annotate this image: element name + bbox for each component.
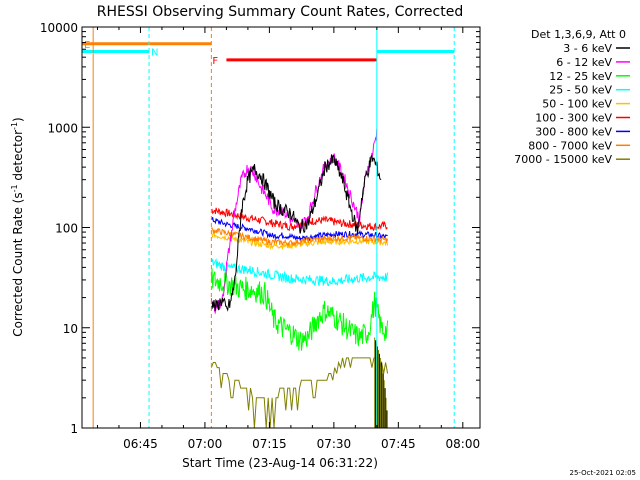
series-line-3 [210,226,389,247]
flag-label-0: E [84,40,90,51]
vline-layer [81,27,455,428]
y-tick-label-4: 10000 [40,21,78,35]
legend-label-0: 3 - 6 keV [563,42,612,55]
y-axis-label-main: Corrected Count Rate (s [11,192,25,336]
legend-label-5: 100 - 300 keV [535,112,612,125]
y-tick-label-0: 1 [70,422,78,436]
x-tick-label-4: 07:45 [381,437,416,451]
footer-timestamp: 25-Oct-2021 02:05 [570,469,636,477]
legend-label-7: 800 - 7000 keV [528,139,612,152]
y-axis-label-end: ) [11,117,25,122]
legend-label-8: 7000 - 15000 keV [514,153,612,166]
series-line-4 [210,258,389,287]
y-tick-label-1: 10 [63,322,78,336]
flag-label-2: F [212,56,218,67]
series-line-1 [210,217,388,242]
series-line-5 [210,268,389,351]
legend-label-1: 6 - 12 keV [556,56,612,69]
y-axis-label-mid: detector [11,130,25,185]
x-tick-label-1: 07:00 [188,437,223,451]
y-tick-label-2: 100 [55,222,78,236]
legend-header: Det 1,3,6,9, Att 0 [531,28,626,41]
x-tick-label-2: 07:15 [252,437,287,451]
y-axis-label-sup2: -1 [10,122,19,130]
x-tick-label-5: 08:00 [446,437,481,451]
x-tick-label-0: 06:45 [123,437,158,451]
legend-label-6: 300 - 800 keV [535,125,612,138]
y-tick-label-3: 1000 [47,121,78,135]
flag-layer: E N F [82,40,455,67]
series-line-7 [210,154,382,312]
flag-label-1: N [151,47,158,58]
x-tick-label-3: 07:30 [317,437,352,451]
y-axis-label: Corrected Count Rate (s-1 detector-1) [10,117,25,336]
axes-layer: 06:45 07:00 07:15 07:30 07:45 08:00 1 10 100 1000… [40,21,481,451]
legend-label-3: 25 - 50 keV [549,84,612,97]
y-axis-label-sup: -1 [10,184,19,192]
legend-label-4: 50 - 100 keV [542,98,612,111]
series-layer [210,128,389,429]
chart-title: RHESSI Observing Summary Count Rates, Co… [97,4,463,20]
x-axis-label: Start Time (23-Aug-14 06:31:22) [182,456,378,470]
series-line-8 [210,357,389,429]
legend-label-2: 12 - 25 keV [549,70,612,83]
